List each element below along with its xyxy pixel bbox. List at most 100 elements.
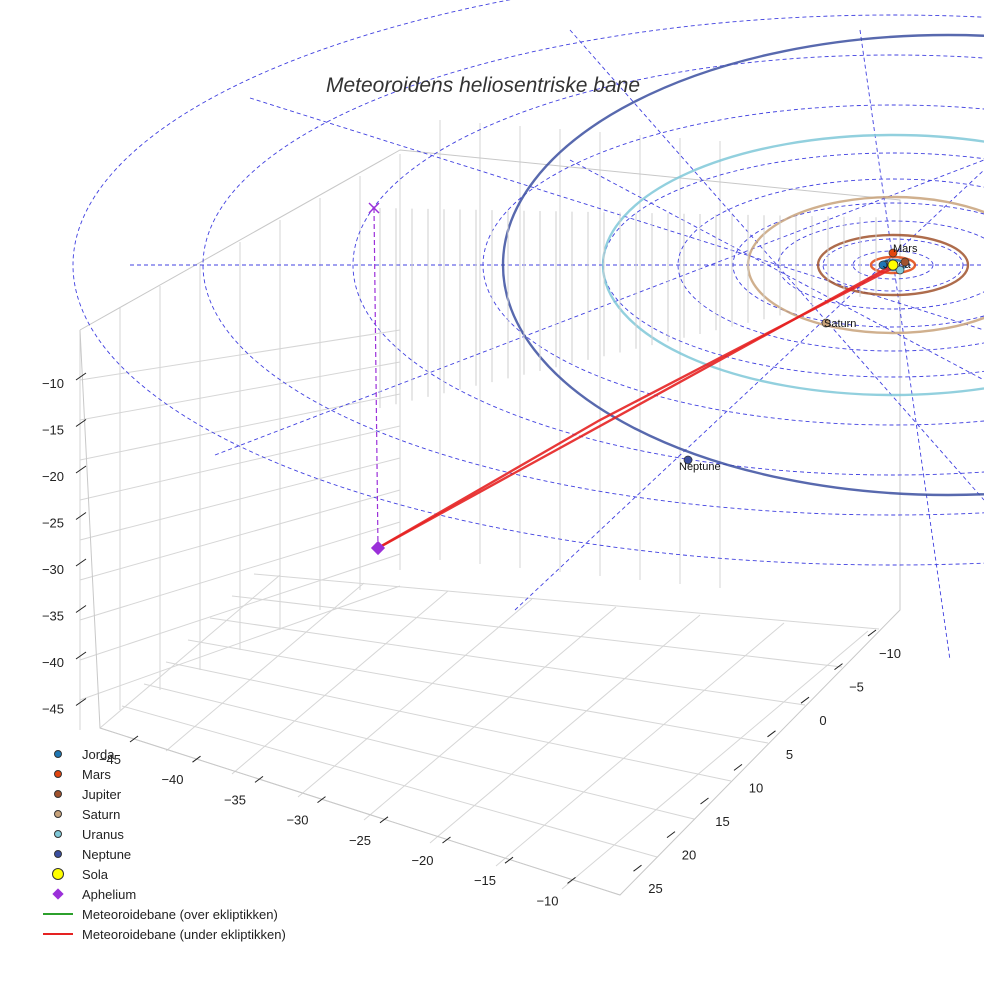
grid-line (79, 393, 401, 461)
grid-line (209, 617, 806, 706)
planet-neptune (683, 455, 693, 465)
legend-label: Mars (82, 766, 111, 782)
meteoroid-path (373, 207, 894, 550)
y-tick-label: 0 (819, 713, 826, 728)
grid-line (363, 606, 617, 821)
legend-dot-icon (54, 750, 62, 758)
z-tick-mark (75, 419, 87, 427)
y-tick-label: −10 (879, 646, 901, 661)
legend-label: Jorda (82, 746, 115, 762)
grid-line (99, 574, 281, 729)
legend-dot-icon (54, 790, 62, 798)
ecliptic-ring (202, 14, 984, 516)
grid-line (297, 598, 533, 798)
z-tick-mark (75, 651, 87, 660)
box-outline (79, 149, 901, 896)
legend-item-aphelium: Aphelium (40, 884, 286, 904)
legend-marker (40, 810, 76, 818)
grid-line (79, 489, 401, 581)
ecliptic-ring (352, 54, 984, 476)
legend-line-icon (43, 913, 73, 915)
grid-line (165, 661, 732, 782)
grid-line (143, 683, 695, 820)
y-tick-mark (834, 663, 843, 670)
z-tick-mark (75, 512, 87, 520)
y-tick-label: 25 (648, 881, 662, 896)
planet-label-neptune: Neptune (679, 461, 721, 473)
grid-line (121, 705, 658, 858)
grid-line (79, 425, 401, 501)
y-tick-label: 15 (715, 814, 729, 829)
legend-label: Neptune (82, 846, 132, 862)
legend-marker (40, 933, 76, 935)
y-tick-mark (733, 764, 743, 771)
legend-marker (40, 830, 76, 838)
y-tick-mark (800, 696, 810, 704)
x-tick-mark (317, 796, 326, 803)
grid-line (231, 590, 449, 775)
x-tick-mark (442, 836, 451, 844)
grid-line (79, 585, 401, 701)
aphelium-top-marker (368, 202, 380, 214)
legend-item-sola: Sola (40, 864, 286, 884)
legend-dot-icon (54, 850, 62, 858)
planet-uranus (895, 265, 905, 275)
ecliptic-ring (72, 0, 984, 566)
ecliptic-ring (602, 152, 984, 378)
z-tick-mark (75, 605, 87, 613)
legend-item-meteoroidebane: Meteoroidebane (under ekliptikken) (40, 924, 286, 944)
drop-lines (379, 208, 877, 408)
z-tick-label: −10 (42, 376, 64, 391)
grid-line (79, 457, 401, 541)
grid-line (231, 595, 843, 668)
x-tick-mark (567, 877, 576, 884)
legend-marker (40, 770, 76, 778)
y-tick-label: −5 (849, 680, 864, 695)
x-tick-label: −25 (349, 833, 371, 848)
sun-marker (887, 259, 899, 271)
ecliptic-radial (569, 159, 984, 381)
grid-line (429, 614, 701, 844)
y-tick-label: 5 (786, 747, 793, 762)
grid-line (495, 622, 785, 867)
legend-label: Meteoroidebane (over ekliptikken) (82, 906, 278, 922)
legend-dot-icon (54, 810, 62, 818)
planet-label-mars: Mars (893, 243, 918, 255)
planet-jorda (878, 260, 888, 270)
ecliptic-radial (514, 169, 984, 611)
legend-label: Saturn (82, 806, 121, 822)
legend-marker (40, 888, 76, 900)
legend-label: Jupiter (82, 786, 122, 802)
orbit-uranus (601, 133, 984, 397)
legend-item-neptune: Neptune (40, 844, 286, 864)
aphelium-marker (370, 540, 386, 556)
markers: JordaMarsSaturnNeptune (368, 202, 918, 556)
z-tick-label: −40 (42, 655, 64, 670)
y-tick-label: 20 (682, 848, 696, 863)
z-tick-mark (75, 372, 87, 381)
planet-orbits (501, 33, 984, 497)
grid-line (253, 573, 880, 630)
grid-line (79, 553, 401, 661)
z-tick-label: −20 (42, 469, 64, 484)
legend-diamond-icon (52, 888, 64, 900)
legend-item-jupiter: Jupiter (40, 784, 286, 804)
legend-dot-icon (54, 830, 62, 838)
legend-marker (40, 790, 76, 798)
legend-sun-icon (52, 868, 64, 880)
legend-item-saturn: Saturn (40, 804, 286, 824)
z-tick-label: −35 (42, 609, 64, 624)
legend-line-icon (43, 933, 73, 935)
legend-dot-icon (54, 770, 62, 778)
x-tick-label: −20 (411, 853, 433, 868)
aphelium-dropline (373, 207, 379, 549)
ecliptic-radial (249, 97, 984, 331)
legend-item-jorda: Jorda (40, 744, 286, 764)
x-tick-mark (129, 735, 139, 743)
y-tick-mark (767, 730, 776, 738)
x-tick-label: −35 (224, 792, 246, 807)
ecliptic-radial (214, 159, 984, 456)
y-tick-mark (700, 797, 709, 805)
z-tick-label: −15 (42, 423, 64, 438)
